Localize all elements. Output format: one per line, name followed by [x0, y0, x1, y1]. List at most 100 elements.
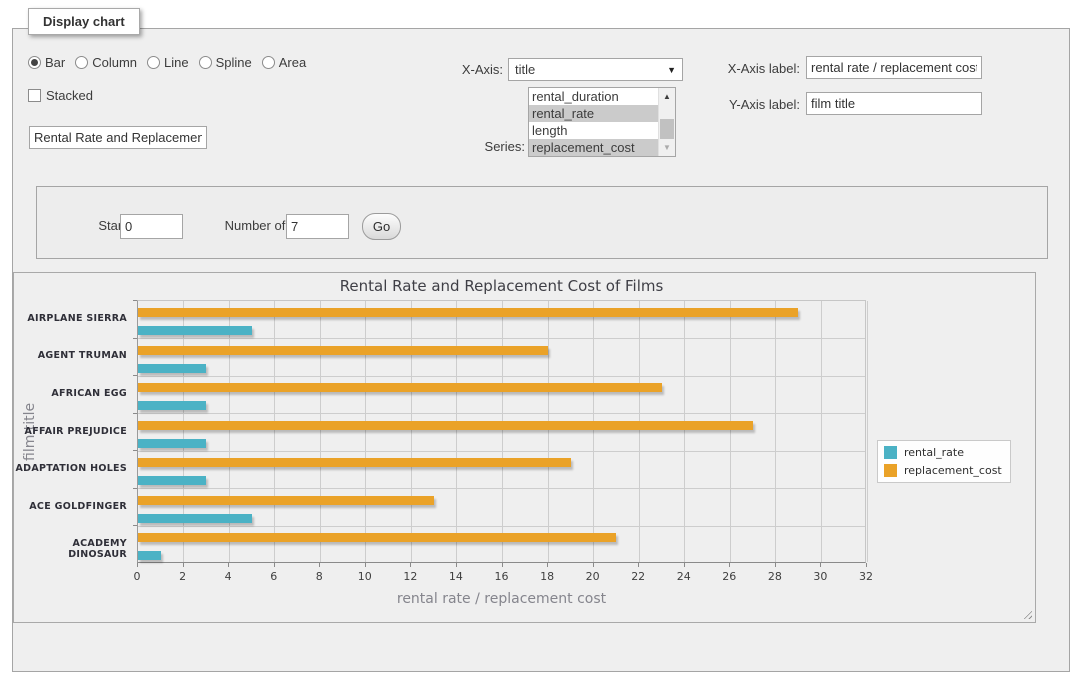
chart-type-radio-bar[interactable] [28, 56, 41, 69]
y-axis-label-input[interactable] [806, 92, 982, 115]
x-tick-mark [502, 563, 503, 567]
y-tick-mark [133, 375, 137, 376]
x-axis-select[interactable]: title ▼ [508, 58, 683, 81]
y-tick-label: AFRICAN EGG [14, 388, 127, 399]
y-tick-label: ACE GOLDFINGER [14, 501, 127, 512]
x-axis-selected-value: title [515, 62, 535, 77]
y-tick-label: AFFAIR PREJUDICE [14, 426, 127, 437]
x-tick-label: 16 [482, 570, 522, 583]
gridline-vertical [821, 301, 822, 562]
x-axis-label-input[interactable] [806, 56, 982, 79]
x-tick-mark [365, 563, 366, 567]
x-tick-mark [593, 563, 594, 567]
chart-legend: rental_rate replacement_cost [877, 440, 1011, 483]
gridline-horizontal [138, 451, 865, 452]
bar-rental_rate [138, 551, 161, 560]
scroll-down-icon[interactable]: ▼ [659, 139, 675, 156]
x-tick-mark [638, 563, 639, 567]
x-tick-label: 8 [299, 570, 339, 583]
chart-type-radio-label: Line [164, 55, 189, 70]
x-tick-mark [456, 563, 457, 567]
legend-label: replacement_cost [904, 464, 1002, 477]
x-tick-label: 14 [436, 570, 476, 583]
gridline-horizontal [138, 526, 865, 527]
chart-type-radio-line[interactable] [147, 56, 160, 69]
chevron-down-icon: ▼ [667, 65, 676, 75]
x-axis-title: rental rate / replacement cost [137, 591, 866, 607]
bar-rental_rate [138, 476, 206, 485]
bar-replacement_cost [138, 383, 662, 392]
gridline-vertical [867, 301, 868, 562]
bar-rental_rate [138, 326, 252, 335]
x-tick-label: 20 [573, 570, 613, 583]
bar-rental_rate [138, 439, 206, 448]
series-option-replacement_cost[interactable]: replacement_cost [529, 139, 658, 156]
x-tick-label: 28 [755, 570, 795, 583]
stacked-label: Stacked [46, 88, 93, 103]
gridline-vertical [456, 301, 457, 562]
gridline-vertical [730, 301, 731, 562]
x-tick-mark [547, 563, 548, 567]
series-option-rental_duration[interactable]: rental_duration [529, 88, 658, 105]
scroll-up-icon[interactable]: ▲ [659, 88, 675, 105]
bar-replacement_cost [138, 308, 798, 317]
x-tick-mark [183, 563, 184, 567]
x-tick-label: 30 [800, 570, 840, 583]
bar-rental_rate [138, 401, 206, 410]
legend-label: rental_rate [904, 446, 964, 459]
y-tick-label: ADAPTATION HOLES [14, 463, 127, 474]
gridline-horizontal [138, 376, 865, 377]
x-tick-label: 26 [709, 570, 749, 583]
x-tick-mark [820, 563, 821, 567]
chart-type-radio-group: BarColumnLineSplineArea [28, 54, 316, 71]
x-tick-mark [137, 563, 138, 567]
x-tick-label: 6 [254, 570, 294, 583]
bar-replacement_cost [138, 346, 548, 355]
gridline-horizontal [138, 338, 865, 339]
x-tick-label: 2 [163, 570, 203, 583]
chart-type-radio-area[interactable] [262, 56, 275, 69]
scrollbar-thumb[interactable] [660, 119, 674, 140]
bar-replacement_cost [138, 533, 616, 542]
gridline-vertical [411, 301, 412, 562]
series-options: rental_durationrental_ratelengthreplacem… [529, 88, 658, 156]
y-tick-label: ACADEMY DINOSAUR [14, 538, 127, 560]
y-tick-label: AGENT TRUMAN [14, 350, 127, 361]
chart-type-radio-spline[interactable] [199, 56, 212, 69]
gridline-vertical [502, 301, 503, 562]
chart-type-radio-label: Column [92, 55, 137, 70]
x-tick-mark [684, 563, 685, 567]
gridline-vertical [548, 301, 549, 562]
chart-title-input[interactable] [29, 126, 207, 149]
series-option-length[interactable]: length [529, 122, 658, 139]
resize-grip-icon[interactable] [1021, 608, 1032, 619]
gridline-vertical [639, 301, 640, 562]
x-tick-label: 22 [618, 570, 658, 583]
chart-type-radio-column[interactable] [75, 56, 88, 69]
y-tick-mark [133, 300, 137, 301]
y-tick-mark [133, 413, 137, 414]
row-range-panel: Start row: Number of rows: Go [36, 186, 1048, 259]
y-tick-mark [133, 338, 137, 339]
bar-rental_rate [138, 514, 252, 523]
y-tick-mark [133, 450, 137, 451]
y-axis-label-field-label: Y-Axis label: [700, 97, 800, 112]
series-option-rental_rate[interactable]: rental_rate [529, 105, 658, 122]
legend-swatch [884, 464, 897, 477]
bar-replacement_cost [138, 496, 434, 505]
stacked-checkbox[interactable] [28, 89, 41, 102]
x-tick-label: 4 [208, 570, 248, 583]
chart-container[interactable]: Rental Rate and Replacement Cost of Film… [13, 272, 1036, 623]
series-multiselect[interactable]: rental_durationrental_ratelengthreplacem… [528, 87, 676, 157]
start-row-input[interactable] [120, 214, 183, 239]
bar-rental_rate [138, 364, 206, 373]
x-tick-mark [274, 563, 275, 567]
gridline-vertical [684, 301, 685, 562]
x-tick-mark [866, 563, 867, 567]
go-button[interactable]: Go [362, 213, 401, 240]
listbox-scrollbar[interactable]: ▲ ▼ [658, 88, 675, 156]
num-rows-input[interactable] [286, 214, 349, 239]
fieldset-legend: Display chart [28, 8, 140, 35]
x-axis-label-field-label: X-Axis label: [700, 61, 800, 76]
x-tick-label: 0 [117, 570, 157, 583]
